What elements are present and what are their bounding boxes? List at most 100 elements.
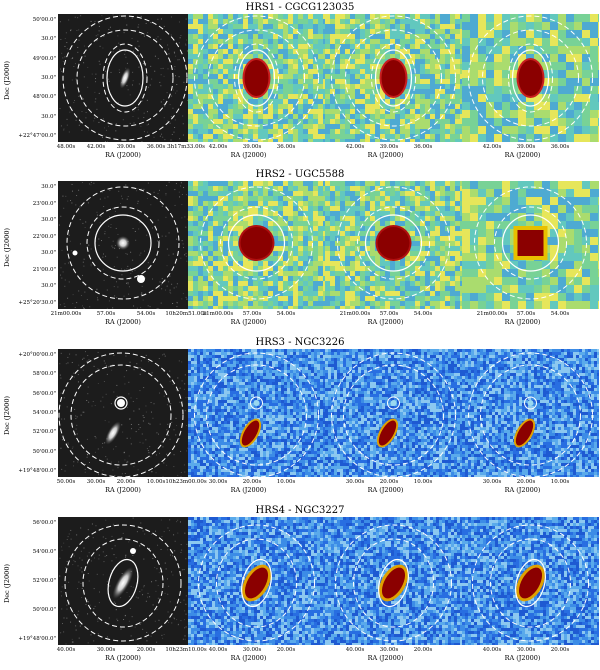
x-axis-label: RA (J2000) xyxy=(105,654,141,662)
x-tick-label: 39.00s xyxy=(117,144,136,150)
x-tick-label: 39.00s xyxy=(380,144,399,150)
x-axis-label: RA (J2000) xyxy=(368,318,404,326)
flux-map-panel xyxy=(462,181,599,309)
y-tick-label: 21'00.0" xyxy=(8,267,56,273)
x-tick-label: 10h23m10.00s xyxy=(165,647,206,653)
galaxy-emission xyxy=(241,227,273,259)
x-axis-label: RA (J2000) xyxy=(505,318,541,326)
x-tick-label: 30.00s xyxy=(517,647,536,653)
optical-image xyxy=(58,181,188,309)
star xyxy=(137,275,145,283)
y-tick-label: 30.0" xyxy=(8,283,56,289)
y-tick-label: +19°48'00.0" xyxy=(8,636,56,642)
x-tick-label: 54.00s xyxy=(551,311,570,317)
flux-map-panel xyxy=(325,181,462,309)
flux-map-panel xyxy=(188,181,325,309)
x-tick-label: 20.00s xyxy=(551,647,570,653)
x-tick-label: 20.00s xyxy=(380,479,399,485)
y-tick-label: 58'00.0" xyxy=(8,371,56,377)
star xyxy=(130,548,136,554)
x-tick-label: 10h20m51.00s xyxy=(165,311,206,317)
row-title: HRS2 - UGC5588 xyxy=(0,169,600,181)
y-tick-label: 50'00.0" xyxy=(8,607,56,613)
y-tick-label: 48'00.0" xyxy=(8,94,56,100)
y-tick-label: 30.0" xyxy=(8,114,56,120)
x-tick-label: 42.00s xyxy=(483,144,502,150)
x-axis-label: RA (J2000) xyxy=(231,486,267,494)
galaxy-emission xyxy=(518,230,544,256)
x-axis-label: RA (J2000) xyxy=(505,486,541,494)
x-tick-label: 21m00.00s xyxy=(51,311,82,317)
x-tick-label: 3h17m33.00s xyxy=(167,144,205,150)
x-tick-label: 10h23m00.00s xyxy=(165,479,206,485)
y-tick-label: 23'00.0" xyxy=(8,201,56,207)
x-tick-label: 50.00s xyxy=(57,479,76,485)
x-tick-label: 57.00s xyxy=(517,311,536,317)
x-tick-label: 30.00s xyxy=(87,479,106,485)
y-tick-label: 52'00.0" xyxy=(8,429,56,435)
x-tick-label: 30.00s xyxy=(97,647,116,653)
x-tick-label: 30.00s xyxy=(243,647,262,653)
x-axis-label: RA (J2000) xyxy=(231,654,267,662)
flux-map-panel xyxy=(188,14,325,142)
x-axis-label: RA (J2000) xyxy=(105,151,141,159)
y-tick-label: 30.0" xyxy=(8,75,56,81)
y-tick-label: 54'00.0" xyxy=(8,549,56,555)
galaxy xyxy=(117,399,125,407)
x-tick-label: 21m00.00s xyxy=(477,311,508,317)
x-tick-label: 36.00s xyxy=(414,144,433,150)
x-tick-label: 30.00s xyxy=(483,479,502,485)
y-tick-label: 22'00.0" xyxy=(8,234,56,240)
y-tick-label: +22°47'00.0" xyxy=(8,133,56,139)
x-tick-label: 54.00s xyxy=(414,311,433,317)
row-title: HRS4 - NGC3227 xyxy=(0,505,600,517)
x-tick-label: 20.00s xyxy=(414,647,433,653)
y-tick-label: 54'00.0" xyxy=(8,410,56,416)
y-tick-label: 30.0" xyxy=(8,36,56,42)
x-tick-label: 20.00s xyxy=(117,479,136,485)
optical-image xyxy=(58,349,188,477)
x-axis-label: RA (J2000) xyxy=(368,654,404,662)
galaxy-emission xyxy=(245,60,269,96)
x-tick-label: 10.00s xyxy=(551,479,570,485)
y-tick-label: 30.0" xyxy=(8,250,56,256)
x-axis-label: RA (J2000) xyxy=(105,318,141,326)
x-tick-label: 39.00s xyxy=(517,144,536,150)
x-axis-label: RA (J2000) xyxy=(505,654,541,662)
flux-map-panel xyxy=(188,517,325,645)
y-tick-label: +20°00'00.0" xyxy=(8,352,56,358)
x-tick-label: 20.00s xyxy=(243,479,262,485)
x-tick-label: 10.00s xyxy=(414,479,433,485)
flux-map-panel xyxy=(188,349,325,477)
x-tick-label: 10.00s xyxy=(277,479,296,485)
flux-map-panel xyxy=(325,517,462,645)
y-tick-label: 56'00.0" xyxy=(8,520,56,526)
x-tick-label: 20.00s xyxy=(277,647,296,653)
x-axis-label: RA (J2000) xyxy=(105,486,141,494)
y-tick-label: 56'00.0" xyxy=(8,391,56,397)
x-tick-label: 36.00s xyxy=(277,144,296,150)
x-axis-label: RA (J2000) xyxy=(231,318,267,326)
optical-image xyxy=(58,14,188,142)
flux-map-panel xyxy=(325,14,462,142)
y-tick-label: 30.0" xyxy=(8,184,56,190)
x-axis-label: RA (J2000) xyxy=(368,151,404,159)
row-title: HRS1 - CGCG123035 xyxy=(0,2,600,14)
x-tick-label: 10.00s xyxy=(147,479,166,485)
x-tick-label: 36.00s xyxy=(147,144,166,150)
flux-map-panel xyxy=(462,14,599,142)
x-axis-label: RA (J2000) xyxy=(368,486,404,494)
x-tick-label: 30.00s xyxy=(380,647,399,653)
x-tick-label: 57.00s xyxy=(243,311,262,317)
x-tick-label: 42.00s xyxy=(209,144,228,150)
y-tick-label: 30.0" xyxy=(8,217,56,223)
x-tick-label: 42.00s xyxy=(346,144,365,150)
x-tick-label: 30.00s xyxy=(346,479,365,485)
x-tick-label: 20.00s xyxy=(137,647,156,653)
y-tick-label: 50'00.0" xyxy=(8,449,56,455)
galaxy-emission xyxy=(378,227,410,259)
